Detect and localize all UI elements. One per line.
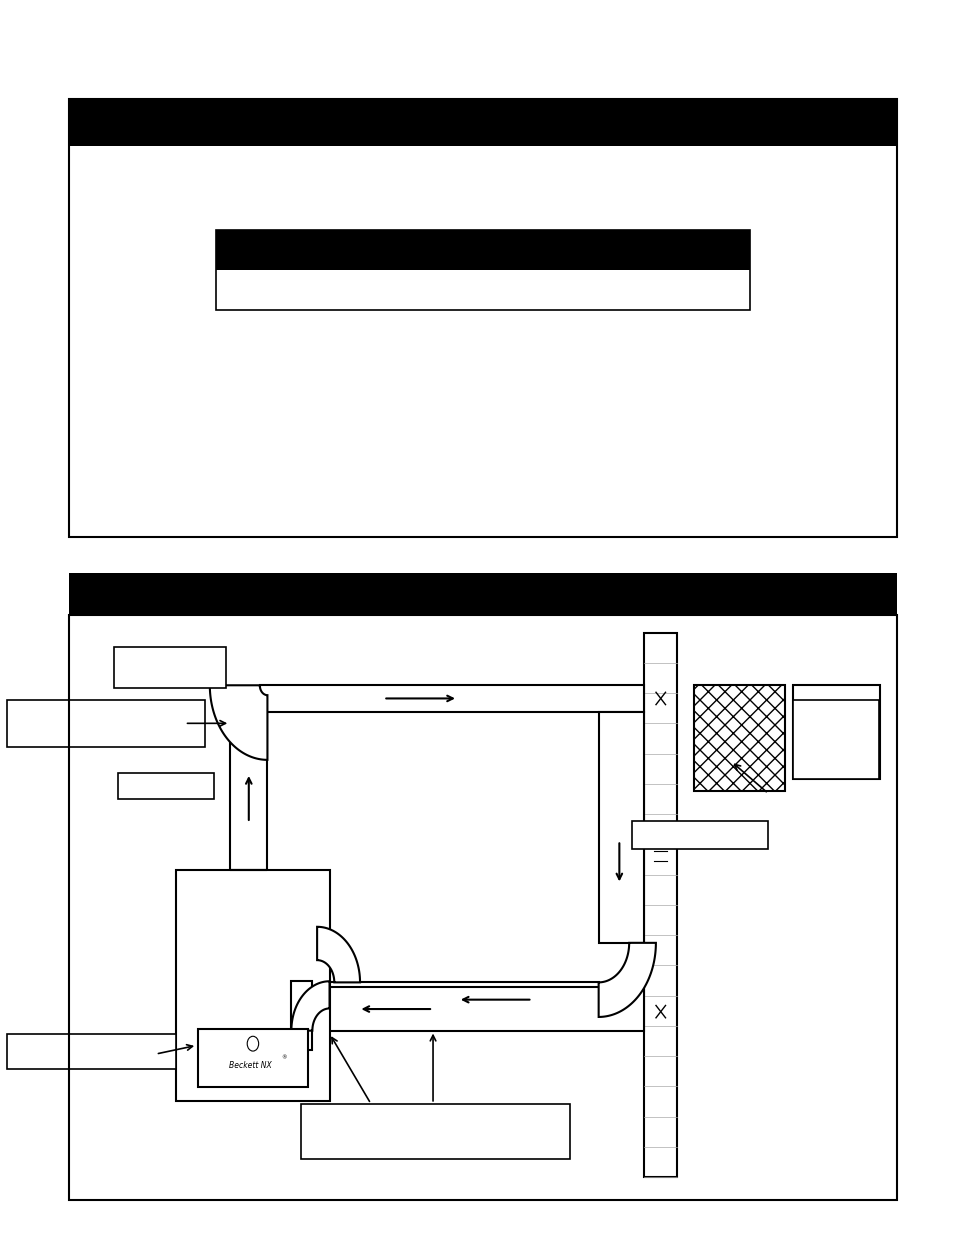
Polygon shape <box>316 926 359 982</box>
Bar <box>197 1029 308 1087</box>
Bar <box>114 647 226 688</box>
Bar <box>316 982 598 1016</box>
Bar <box>792 700 878 779</box>
Bar <box>643 632 677 1177</box>
Bar <box>792 685 880 779</box>
Bar <box>69 99 896 146</box>
Bar <box>316 988 643 1031</box>
Bar <box>7 700 205 747</box>
Bar <box>69 615 896 1200</box>
Bar <box>259 685 643 711</box>
Bar <box>693 685 784 790</box>
Bar <box>291 982 312 1050</box>
Bar <box>631 821 767 850</box>
Bar <box>300 1104 569 1160</box>
Bar <box>274 926 299 1031</box>
Bar <box>230 711 267 869</box>
Bar <box>7 1034 176 1068</box>
Bar <box>215 230 749 310</box>
Text: Beckett NX: Beckett NX <box>229 1061 272 1070</box>
Bar <box>118 773 213 799</box>
Bar <box>598 711 643 942</box>
Bar <box>69 573 896 615</box>
Polygon shape <box>598 942 656 1016</box>
Polygon shape <box>291 982 329 1031</box>
Text: ®: ® <box>281 1056 286 1061</box>
Bar <box>69 99 896 537</box>
Polygon shape <box>210 685 267 760</box>
Bar <box>176 869 329 1100</box>
Bar <box>215 230 749 270</box>
